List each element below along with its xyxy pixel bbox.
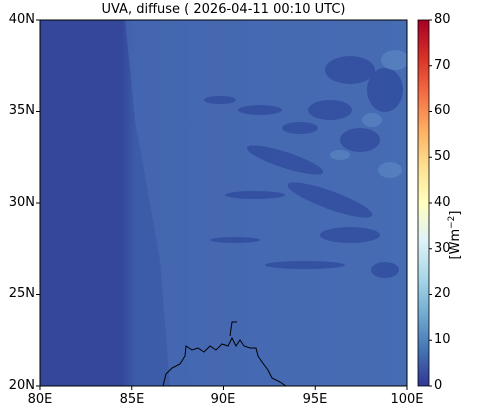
colorbar-tick-label: 40 (434, 195, 451, 210)
lon-label: 90E (210, 392, 236, 407)
map-title: UVA, diffuse ( 2026-04-11 00:10 UTC) (101, 2, 346, 17)
lat-label: 40N (8, 12, 35, 27)
lon-label: 100E (390, 392, 424, 407)
lat-label: 20N (8, 378, 35, 393)
coastline (162, 336, 287, 386)
colorbar-tick-label: 20 (434, 286, 451, 301)
cloud-features (204, 56, 403, 278)
lat-label: 35N (8, 103, 35, 118)
lon-label: 80E (27, 392, 53, 407)
colorbar-unit-label: [Wm−2] (446, 210, 464, 260)
lat-label: 25N (8, 286, 35, 301)
axis-ticks (36, 19, 408, 390)
colorbar-tick-label: 70 (434, 58, 451, 73)
bright-patches (330, 50, 407, 178)
colorbar-tick-label: 30 (434, 241, 451, 256)
colorbar-tick-label: 50 (434, 149, 451, 164)
coastline-inlet (229, 321, 237, 337)
lon-label: 95E (302, 392, 328, 407)
lon-label: 85E (119, 392, 145, 407)
colorbar-tick-label: 80 (434, 12, 451, 27)
lat-label: 30N (8, 195, 35, 210)
colorbar (417, 19, 430, 387)
colorbar-tick-label: 10 (434, 332, 451, 347)
colorbar-ticks (429, 19, 432, 387)
colorbar-tick-label: 60 (434, 103, 451, 118)
colorbar-tick-label: 0 (434, 378, 443, 393)
